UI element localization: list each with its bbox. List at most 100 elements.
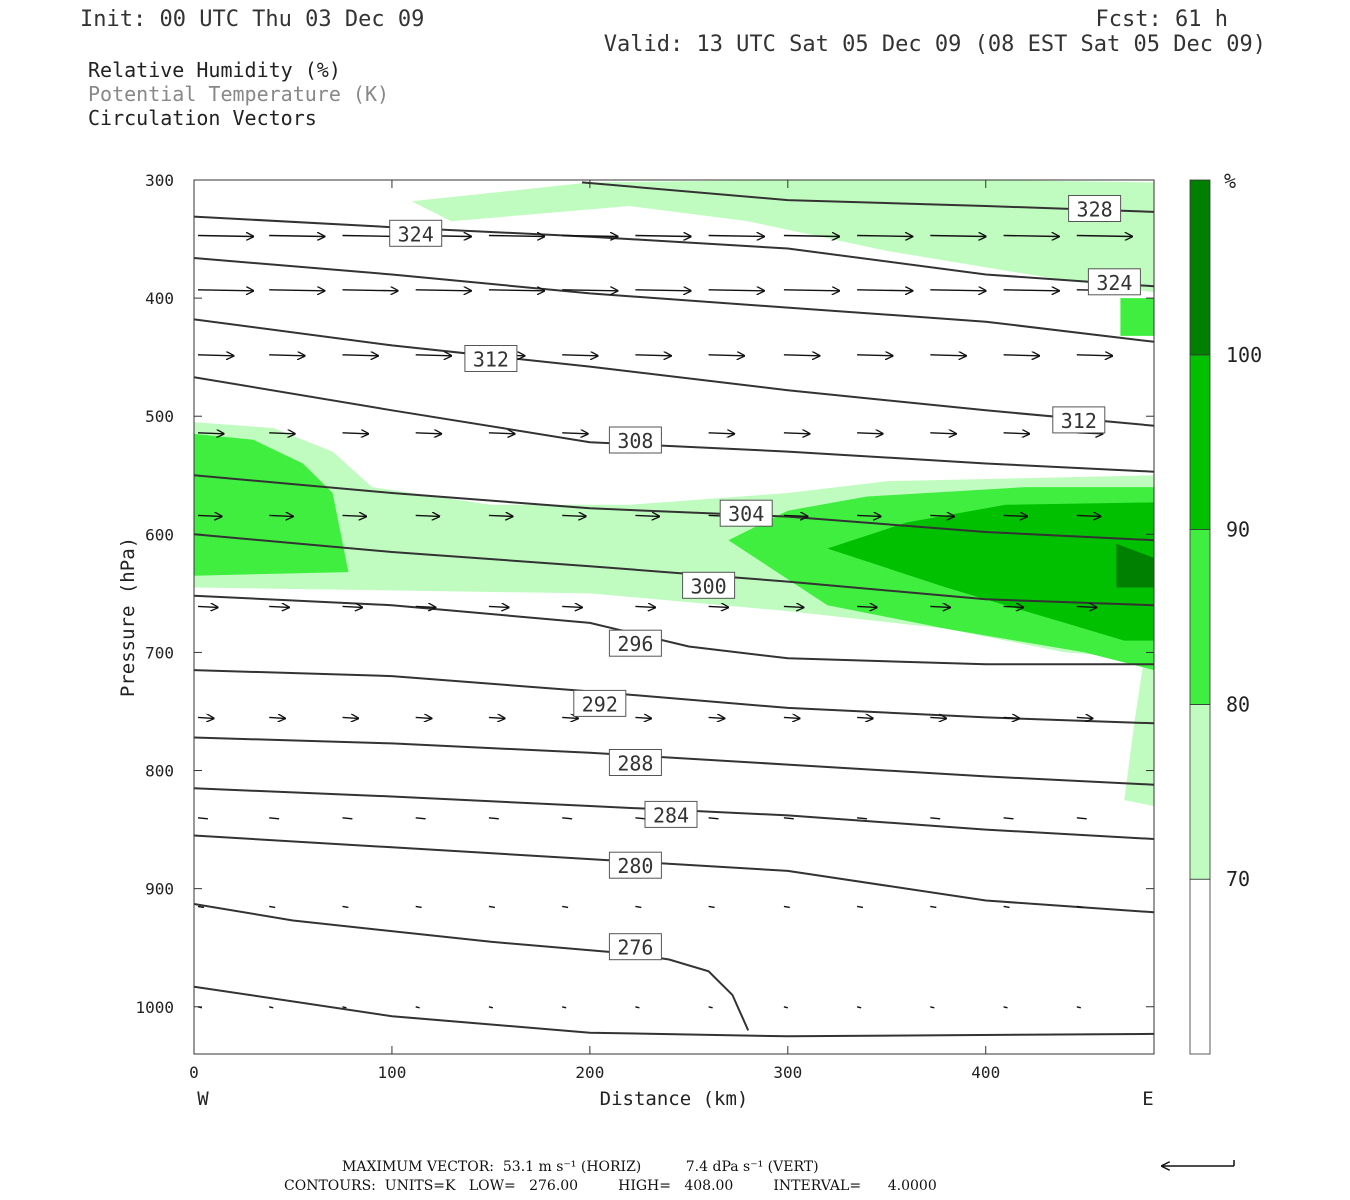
valid-time: Valid: 13 UTC Sat 05 Dec 09 (08 EST Sat … <box>604 32 1266 57</box>
vector-arrow-1-11 <box>1003 290 1059 291</box>
vector-arrow-3-5 <box>562 433 588 434</box>
contour-label-324-2: 324 <box>1096 271 1132 295</box>
contour-label-box-0 <box>1068 195 1122 222</box>
vector-arrow-1-9 <box>857 290 912 291</box>
contour-label-300-7: 300 <box>691 574 727 598</box>
contour-label-296-8: 296 <box>617 632 653 656</box>
vector-arrow-4-1 <box>269 515 293 516</box>
vector-arrow-7-3 <box>415 817 426 820</box>
vector-arrow-1-2 <box>342 290 398 291</box>
vector-arrow-2-7 <box>708 355 745 356</box>
vector-arrow-7-7 <box>708 817 719 820</box>
colorbar-segment-2 <box>1189 529 1211 705</box>
vector-arrow-5-0 <box>197 606 218 607</box>
vector-arrow-7-12 <box>1076 817 1087 820</box>
vector-arrow-6-8 <box>783 717 800 718</box>
contour-label-box-7 <box>682 571 736 599</box>
vector-arrow-2-5 <box>562 355 598 356</box>
vector-arrow-6-3 <box>415 717 432 718</box>
vector-arrow-6-12 <box>1076 717 1093 718</box>
contour-label-box-9 <box>573 689 627 717</box>
vector-arrow-5-7 <box>708 606 729 607</box>
vector-arrow-3-0 <box>197 433 224 434</box>
x-axis-ticks: 0 100 200 300 400 <box>189 180 1000 1082</box>
theta-contour-304-8 <box>194 474 1154 542</box>
vector-arrow-8-11 <box>1003 905 1010 909</box>
contour-label-box-3 <box>464 345 518 372</box>
vector-arrow-8-5 <box>562 905 569 909</box>
vector-arrow-2-1 <box>269 355 305 356</box>
vector-arrow-6-4 <box>488 717 505 718</box>
vector-arrow-4-2 <box>342 515 367 516</box>
y-axis-ticks: 300 400 500 600 700 800 900 1000 <box>135 171 1154 1017</box>
vector-arrow-3-9 <box>857 433 883 434</box>
vector-arrow-5-11 <box>1003 606 1024 607</box>
vector-arrow-3-7 <box>708 433 735 434</box>
vector-arrow-1-5 <box>562 290 617 291</box>
y-tick-label-400: 400 <box>145 289 174 308</box>
legend-vectors: Circulation Vectors <box>88 106 317 130</box>
colorbar-label-90: 90 <box>1226 518 1250 542</box>
contour-label-box-8 <box>608 629 662 657</box>
vector-arrow-9-1 <box>269 1006 274 1009</box>
x-tick-label-300: 300 <box>773 1063 802 1082</box>
contour-label-324-1: 324 <box>398 222 434 246</box>
colorbar-segment-4 <box>1189 179 1211 356</box>
vector-arrow-0-4 <box>488 236 545 237</box>
vector-arrow-7-4 <box>488 817 499 820</box>
vector-arrow-5-9 <box>857 606 877 607</box>
x-tick-label-200: 200 <box>575 1063 604 1082</box>
max-vector-note: MAXIMUM VECTOR: 53.1 m s⁻¹ (HORIZ) 7.4 d… <box>342 1159 819 1175</box>
vector-arrow-8-2 <box>342 905 349 909</box>
vector-arrow-9-3 <box>415 1006 420 1009</box>
contour-label-284-11: 284 <box>653 803 689 827</box>
vector-arrow-5-3 <box>415 606 436 607</box>
contour-label-288-10: 288 <box>617 752 653 776</box>
vector-arrow-3-11 <box>1003 433 1030 434</box>
vector-arrow-4-6 <box>635 515 659 516</box>
vector-arrow-9-10 <box>930 1006 935 1009</box>
vector-arrow-1-0 <box>197 290 253 291</box>
vector-arrow-9-9 <box>856 1006 862 1009</box>
vector-arrow-1-8 <box>783 290 839 291</box>
vector-arrow-6-6 <box>635 717 651 718</box>
vector-arrow-9-7 <box>708 1006 713 1009</box>
contour-label-312-4: 312 <box>1061 409 1097 433</box>
vector-arrow-4-11 <box>1003 515 1028 516</box>
vector-arrow-9-12 <box>1076 1006 1081 1009</box>
y-tick-label-500: 500 <box>145 407 174 426</box>
vector-arrow-7-1 <box>269 817 280 820</box>
vector-arrow-5-10 <box>930 606 950 607</box>
vector-arrow-7-8 <box>783 817 794 820</box>
x-tick-label-100: 100 <box>377 1063 406 1082</box>
vector-arrow-5-12 <box>1076 606 1097 607</box>
init-time: Init: 00 UTC Thu 03 Dec 09 <box>80 7 424 32</box>
vector-arrow-7-6 <box>635 817 646 820</box>
vector-arrow-0-1 <box>269 236 324 237</box>
colorbar: 70 80 90 100 <box>1189 179 1262 1055</box>
vector-arrow-4-9 <box>857 515 881 516</box>
legend-potential-temperature: Potential Temperature (K) <box>88 82 389 106</box>
colorbar-segment-0 <box>1189 878 1211 1055</box>
vector-arrow-4-5 <box>562 515 586 516</box>
contour-info-note: CONTOURS: UNITS=K LOW= 276.00 HIGH= 408.… <box>284 1178 937 1194</box>
vector-arrow-1-3 <box>415 290 471 291</box>
vector-arrow-8-1 <box>269 905 276 909</box>
contour-label-328-0: 328 <box>1077 198 1113 222</box>
colorbar-label-70: 70 <box>1226 867 1250 891</box>
vector-arrow-8-9 <box>856 905 864 909</box>
vector-arrow-2-2 <box>342 355 379 356</box>
vector-arrow-0-7 <box>708 236 765 237</box>
circulation-vectors <box>197 236 1132 1009</box>
vector-arrow-0-10 <box>930 236 986 237</box>
y-tick-label-600: 600 <box>145 525 174 544</box>
colorbar-segment-1 <box>1189 704 1211 880</box>
contour-label-276-13: 276 <box>617 936 653 960</box>
plot-frame <box>193 179 1155 1055</box>
vector-arrow-5-4 <box>488 606 509 607</box>
vector-arrow-0-5 <box>562 236 617 237</box>
contour-labels: 328 324 324 312 312 308 304 300 296 292 288 284 280 2… <box>389 195 1141 961</box>
vector-arrow-4-8 <box>783 515 808 516</box>
vector-arrow-2-9 <box>857 355 893 356</box>
vector-arrow-2-8 <box>783 355 820 356</box>
